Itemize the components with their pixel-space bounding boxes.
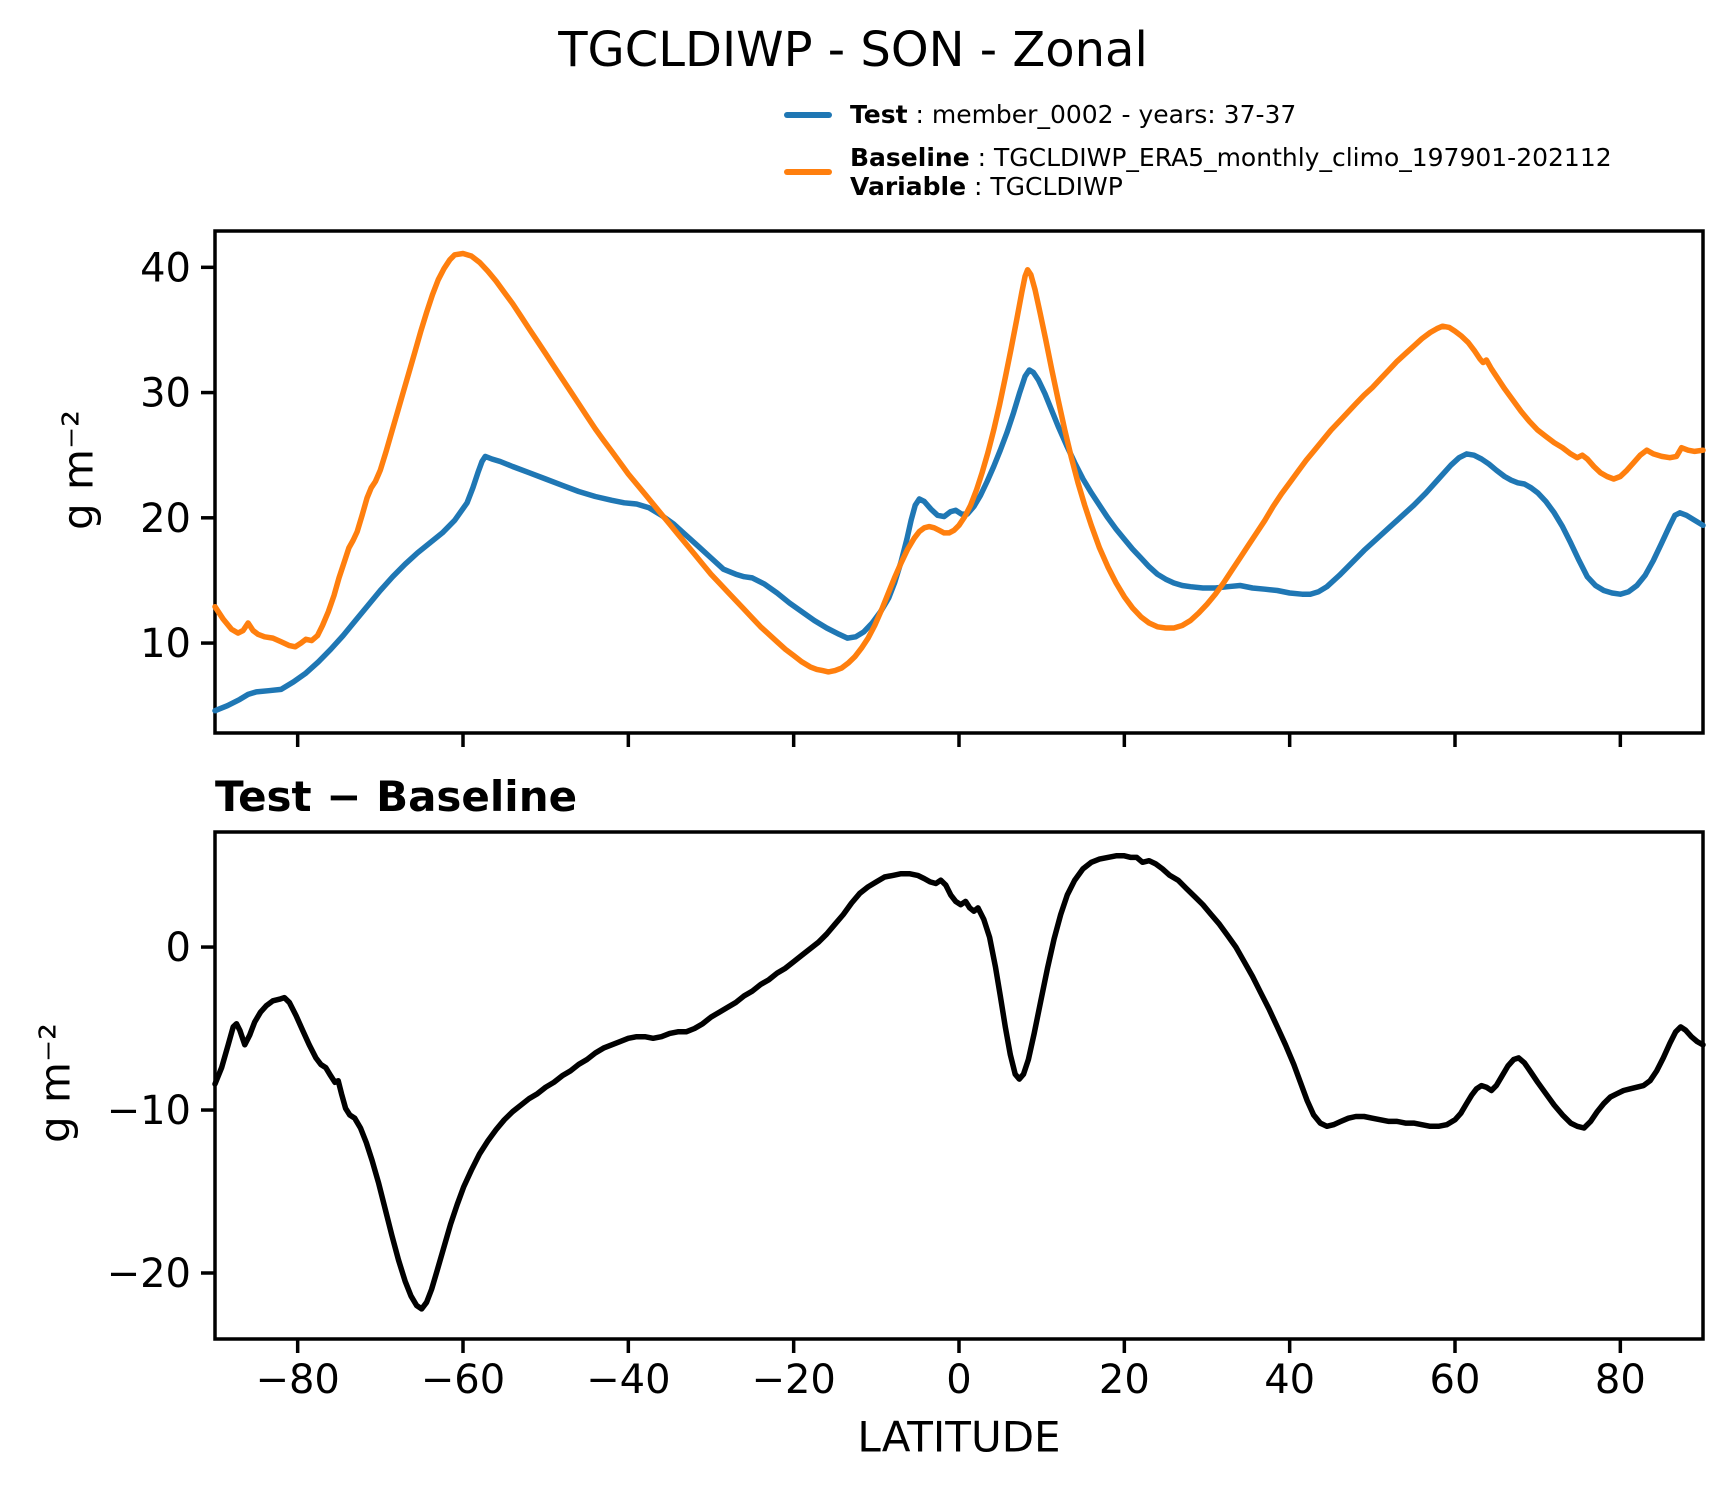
y-tick-label: 40 <box>140 245 191 291</box>
legend-item-test: Test : member_0002 - years: 37-37 <box>784 100 1612 129</box>
x-tick-label: 20 <box>1099 1357 1150 1403</box>
x-tick-label: 0 <box>946 1357 971 1403</box>
legend-baseline-text: Baseline : TGCLDIWP_ERA5_monthly_climo_1… <box>850 143 1612 201</box>
x-tick-label: 40 <box>1264 1357 1315 1403</box>
legend-baseline-desc: : TGCLDIWP_ERA5_monthly_climo_197901-202… <box>969 143 1612 172</box>
series-line <box>212 250 1706 675</box>
x-tick-label: −20 <box>751 1357 835 1403</box>
legend-baseline-line-swatch <box>784 169 832 175</box>
y-tick-label: −20 <box>107 1251 191 1297</box>
y-tick-label: 20 <box>140 496 191 542</box>
x-tick-label: −80 <box>255 1357 339 1403</box>
legend: Test : member_0002 - years: 37-37 Baseli… <box>784 100 1612 201</box>
figure-title: TGCLDIWP - SON - Zonal <box>558 22 1148 78</box>
series-line <box>212 367 1706 714</box>
legend-test-line-swatch <box>784 111 832 118</box>
x-tick-label: 80 <box>1595 1357 1646 1403</box>
y-tick-label: 30 <box>140 371 191 417</box>
subplot-title: Test − Baseline <box>215 772 578 821</box>
legend-test-text: Test : member_0002 - years: 37-37 <box>850 100 1296 129</box>
legend-test-label: Test <box>850 100 908 129</box>
legend-baseline-label: Baseline <box>850 143 970 172</box>
x-axis-label: LATITUDE <box>857 1412 1061 1462</box>
x-tick-label: 60 <box>1430 1357 1481 1403</box>
y-tick-label: 10 <box>140 621 191 667</box>
legend-test-desc: : member_0002 - years: 37-37 <box>907 100 1297 129</box>
x-tick-label: −60 <box>421 1357 505 1403</box>
bottom-y-axis-label: g m⁻² <box>30 1023 80 1143</box>
y-tick-label: 0 <box>166 925 191 971</box>
y-tick-label: −10 <box>107 1088 191 1134</box>
legend-variable-desc: : TGCLDIWP <box>966 172 1123 201</box>
legend-variable-label: Variable <box>850 172 967 201</box>
x-tick-label: −40 <box>586 1357 670 1403</box>
legend-item-baseline: Baseline : TGCLDIWP_ERA5_monthly_climo_1… <box>784 143 1612 201</box>
series-line <box>212 853 1706 1312</box>
top-y-axis-label: g m⁻² <box>53 410 103 530</box>
